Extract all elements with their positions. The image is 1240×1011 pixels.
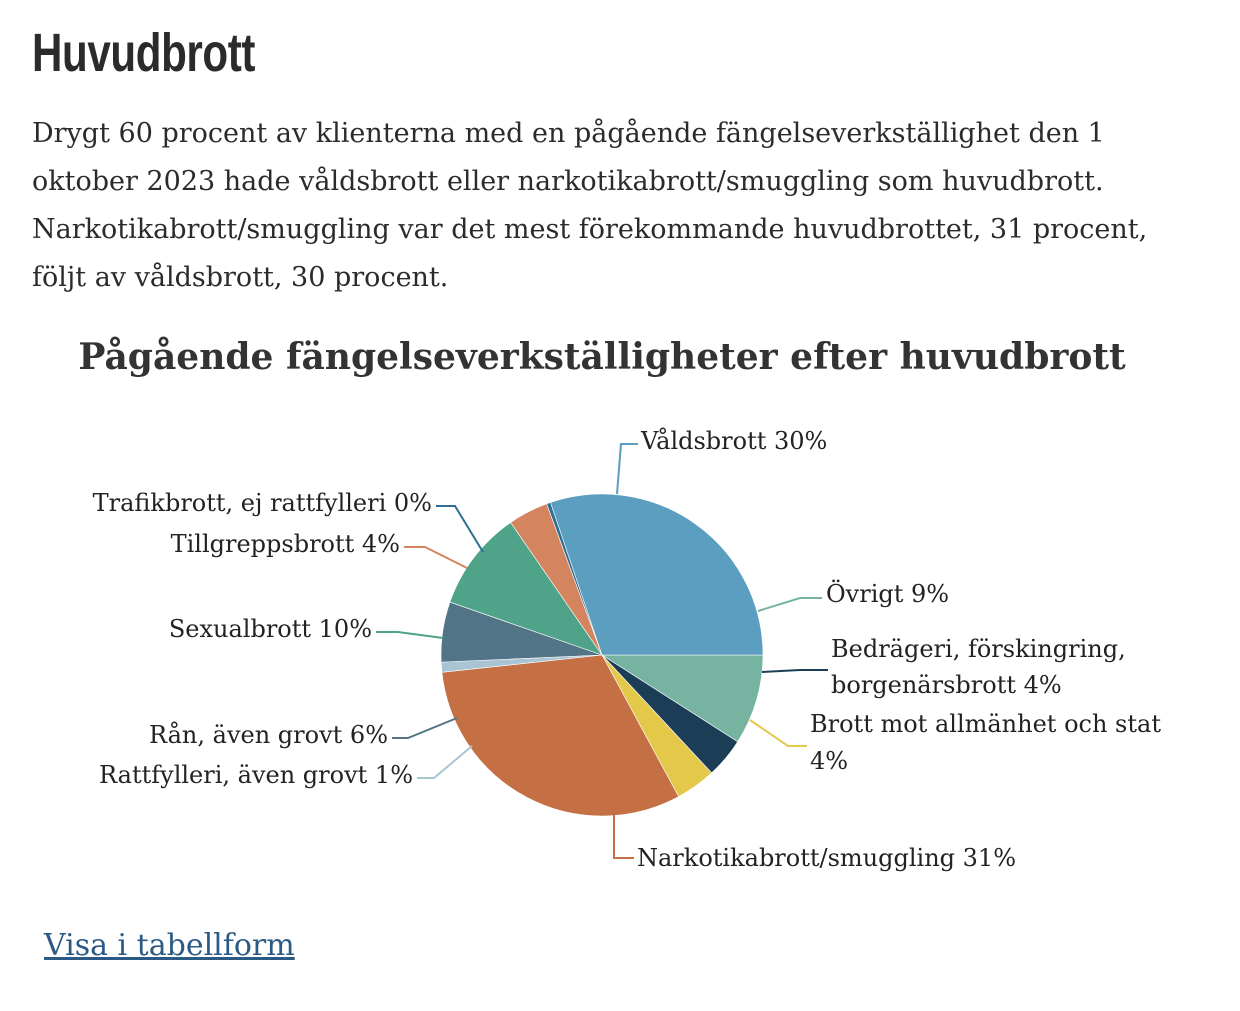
slice-label: Sexualbrott 10% bbox=[169, 615, 372, 643]
leader-line bbox=[749, 719, 807, 747]
slice-label: 4% bbox=[810, 747, 848, 775]
slice-label: Rattfylleri, även grovt 1% bbox=[99, 761, 413, 789]
intro-paragraph: Drygt 60 procent av klienterna med en på… bbox=[32, 118, 1148, 293]
page-heading: Huvudbrott bbox=[32, 23, 256, 83]
slice-label: Trafikbrott, ej rattfylleri 0% bbox=[93, 489, 432, 517]
slice-label: Våldsbrott 30% bbox=[640, 426, 827, 455]
show-table-link[interactable]: Visa i tabellform bbox=[44, 928, 295, 963]
slice-label: Bedrägeri, förskingring, bbox=[831, 635, 1126, 663]
pie-slice-våldsbrott bbox=[550, 493, 764, 656]
leader-line bbox=[616, 443, 638, 495]
slice-label: Rån, även grovt 6% bbox=[149, 720, 388, 749]
leader-line bbox=[757, 597, 822, 612]
leader-line bbox=[417, 745, 473, 779]
leader-line bbox=[404, 546, 468, 569]
slice-label: borgenärsbrott 4% bbox=[831, 671, 1062, 699]
pie-slice-narkotikabrott-smuggling bbox=[441, 654, 680, 817]
slice-label: Brott mot allmänhet och stat bbox=[810, 710, 1161, 738]
leader-line bbox=[613, 814, 634, 859]
slice-label: Tillgreppsbrott 4% bbox=[171, 530, 400, 558]
pie-slice-övrigt bbox=[600, 654, 764, 743]
leader-line bbox=[392, 717, 458, 739]
pie-slice-sexualbrott bbox=[449, 522, 603, 656]
slice-label: Övrigt 9% bbox=[826, 579, 949, 608]
slice-label: Narkotikabrott/smuggling 31% bbox=[637, 844, 1016, 872]
chart-title: Pågående fängelseverkställigheter efter … bbox=[78, 336, 1126, 378]
leader-line bbox=[761, 669, 828, 673]
leader-line bbox=[436, 505, 484, 553]
leader-line bbox=[376, 631, 444, 639]
